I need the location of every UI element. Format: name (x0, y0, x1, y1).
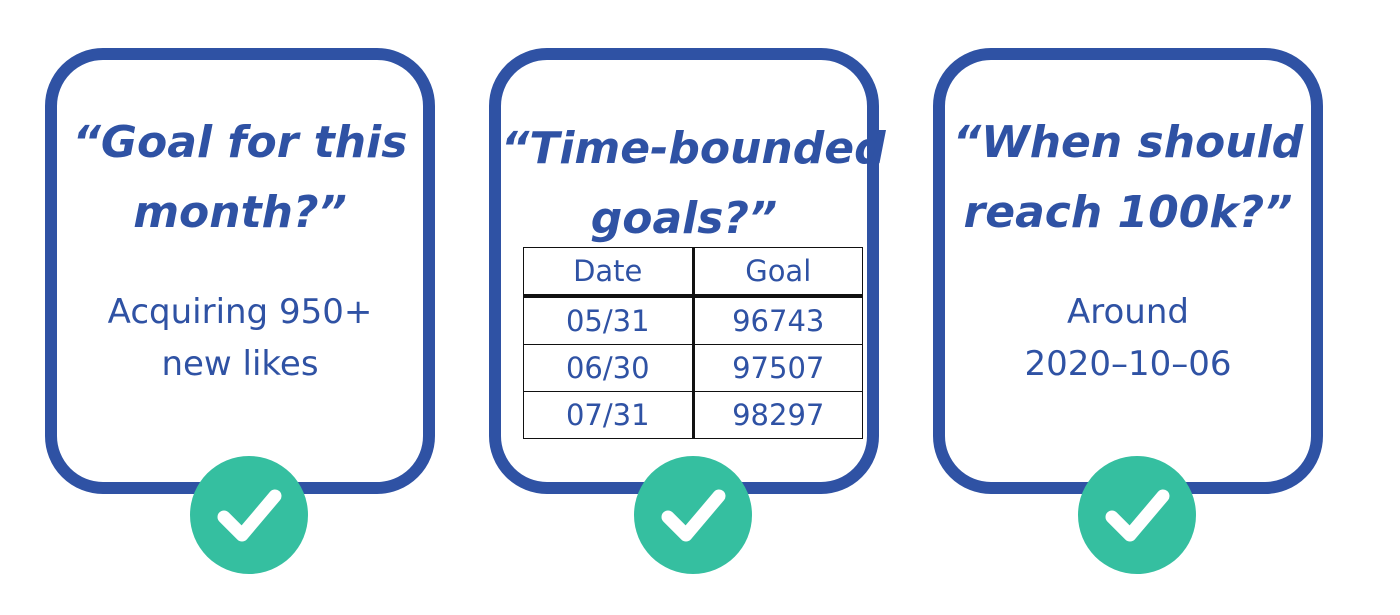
date-cell: 07/31 (523, 391, 695, 439)
date-cell: 05/31 (523, 295, 695, 345)
goal-cell: 96743 (692, 295, 863, 345)
card-question: “When should reach 100k?” (945, 108, 1311, 248)
goal-card-monthly: “Goal for this month?” Acquiring 950+ ne… (45, 48, 435, 494)
question-line: month?” (133, 187, 347, 238)
checkmark-glyph (217, 489, 282, 542)
goal-card-time-bounded: “Time-bounded goals?” Date Goal 05/31 96… (489, 48, 886, 494)
card-question: “Time-bounded goals?” (501, 114, 886, 254)
card-answer: Around 2020–10–06 (945, 286, 1311, 390)
question-line: “Goal for this (72, 117, 408, 168)
goal-cell: 98297 (692, 391, 863, 439)
goal-table: Date Goal 05/31 96743 06/30 97507 07/31 … (523, 247, 863, 439)
date-cell: 06/30 (523, 344, 695, 392)
column-header-goal: Goal (692, 247, 863, 298)
card-question: “Goal for this month?” (57, 108, 423, 248)
goal-card-target-date: “When should reach 100k?” Around 2020–10… (933, 48, 1323, 494)
checkmark-glyph (1105, 489, 1170, 542)
table-row: 05/31 96743 (523, 295, 863, 345)
question-line: goals?” (590, 193, 778, 244)
answer-line: new likes (161, 344, 319, 384)
table-header-row: Date Goal (523, 247, 863, 298)
answer-line: 2020–10–06 (1024, 344, 1232, 384)
check-icon (634, 456, 752, 574)
question-line: “Time-bounded (501, 123, 886, 174)
column-header-date: Date (523, 247, 695, 298)
question-line: reach 100k?” (963, 187, 1293, 238)
table-row: 07/31 98297 (523, 391, 863, 439)
table-row: 06/30 97507 (523, 344, 863, 392)
check-icon (1078, 456, 1196, 574)
answer-line: Acquiring 950+ (107, 292, 373, 332)
goal-cell: 97507 (692, 344, 863, 392)
answer-line: Around (1067, 292, 1189, 332)
check-icon (190, 456, 308, 574)
card-answer: Acquiring 950+ new likes (57, 286, 423, 390)
checkmark-glyph (661, 489, 726, 542)
question-line: “When should (952, 117, 1304, 168)
